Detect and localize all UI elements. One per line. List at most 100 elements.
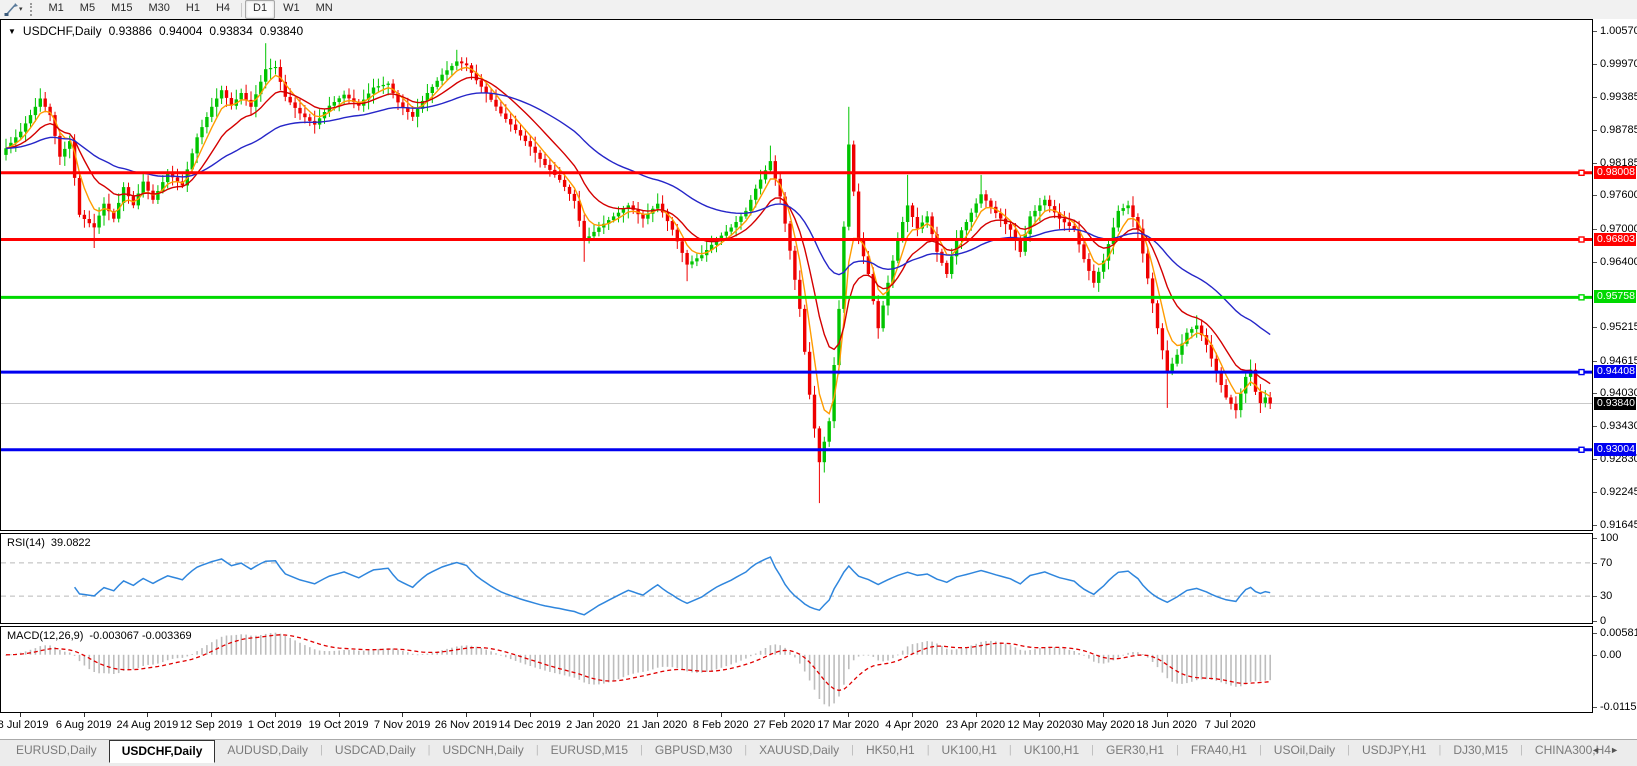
date-axis-label: 26 Nov 2019 xyxy=(434,719,498,731)
axis-tick xyxy=(1593,64,1597,66)
date-tick xyxy=(911,713,913,717)
chart-tab-fra40-h1[interactable]: FRA40,H1 xyxy=(1190,743,1247,757)
chart-tab-eurusd-daily[interactable]: EURUSD,Daily xyxy=(16,743,97,757)
timeframe-button-d1[interactable]: D1 xyxy=(245,0,276,19)
axis-tick xyxy=(1593,129,1597,131)
crosshair-tool-button[interactable]: ▾ xyxy=(0,1,26,18)
date-axis-label: 2 Jan 2020 xyxy=(566,719,621,731)
rsi-axis-label: 70 xyxy=(1600,556,1613,569)
date-axis-label: 6 Aug 2019 xyxy=(55,719,112,731)
date-tick xyxy=(147,713,149,717)
timeframe-button-h1[interactable]: H1 xyxy=(185,2,200,14)
hline-price-badge: 0.96803 xyxy=(1594,232,1636,246)
date-tick xyxy=(529,713,531,717)
axis-tick xyxy=(1593,195,1597,197)
chart-tab-eurusd-m15[interactable]: EURUSD,M15 xyxy=(550,743,629,757)
axis-tick xyxy=(1593,261,1597,263)
timeframe-button-h4[interactable]: H4 xyxy=(215,2,231,14)
axis-tick xyxy=(1593,426,1597,428)
macd-axis-label: 0.00 xyxy=(1600,648,1622,661)
axis-tick xyxy=(1593,538,1597,539)
macd-current-values: -0.003067 -0.003369 xyxy=(89,630,192,642)
chart-tab-usdcad-daily[interactable]: USDCAD,Daily xyxy=(334,743,416,757)
rsi-axis-label: 100 xyxy=(1600,532,1619,544)
chart-tab-usoil-daily[interactable]: USOil,Daily xyxy=(1273,743,1336,757)
axis-tick xyxy=(1593,621,1597,622)
date-axis-label: 1 Oct 2019 xyxy=(247,719,302,731)
date-axis-label: 24 Aug 2019 xyxy=(116,719,179,731)
date-tick xyxy=(593,713,595,717)
chart-tab-hk50-h1[interactable]: HK50,H1 xyxy=(865,743,915,757)
date-tick xyxy=(274,713,276,717)
tab-scroll-left-icon[interactable]: ◄ xyxy=(1591,745,1611,755)
candlestick-chart xyxy=(1,43,1592,504)
timeframe-button-w1[interactable]: W1 xyxy=(283,2,300,14)
date-axis-label: 7 Jul 2020 xyxy=(1204,719,1256,731)
toolbar-separator xyxy=(241,2,243,17)
chart-tab-uk100-h1[interactable]: UK100,H1 xyxy=(941,743,997,757)
timeframe-buttons: M1 M5 M15 M30 H1 H4 D1 W1 MN xyxy=(41,0,341,19)
tab-separator: | xyxy=(320,744,323,756)
main-chart-panel[interactable]: ▼ USDCHF,Daily 0.93886 0.94004 0.93834 0… xyxy=(0,19,1593,531)
date-tick xyxy=(1230,713,1232,717)
axis-tick xyxy=(1593,654,1597,656)
date-axis-label: 4 Apr 2020 xyxy=(885,719,939,731)
price-axis-label: 0.97000 xyxy=(1600,222,1637,235)
tab-separator: | xyxy=(744,744,748,756)
price-axis-label: 0.97600 xyxy=(1600,189,1637,202)
chart-tab-usdchf-daily[interactable]: USDCHF,Daily xyxy=(108,740,216,763)
price-axis-label: 0.91645 xyxy=(1600,519,1637,531)
date-tick xyxy=(975,713,977,717)
axis-tick xyxy=(1593,163,1597,164)
timeframe-button-m1[interactable]: M1 xyxy=(48,2,64,14)
macd-label: MACD(12,26,9) -0.003067 -0.003369 xyxy=(7,630,192,642)
tab-separator: | xyxy=(1008,744,1012,756)
tab-scroll-arrows[interactable]: ◄► xyxy=(1591,745,1629,755)
axis-tick xyxy=(1593,360,1597,362)
date-axis-label: 18 Jun 2020 xyxy=(1136,719,1197,731)
chart-tab-usdjpy-h1[interactable]: USDJPY,H1 xyxy=(1362,743,1427,757)
chart-tab-xauusd-daily[interactable]: XAUUSD,Daily xyxy=(759,743,840,757)
date-axis-label: 23 Apr 2020 xyxy=(945,719,1006,731)
timeframe-button-m5[interactable]: M5 xyxy=(79,2,96,14)
date-tick xyxy=(20,713,21,717)
current-price-badge: 0.93840 xyxy=(1594,396,1636,410)
chart-symbol-label: USDCHF,Daily xyxy=(22,24,102,38)
tab-separator: | xyxy=(1176,744,1179,756)
date-axis-label: 12 Sep 2019 xyxy=(179,719,243,731)
chart-tab-ger30-h1[interactable]: GER30,H1 xyxy=(1106,743,1165,757)
date-axis-label: 30 May 2020 xyxy=(1071,719,1135,731)
axis-tick xyxy=(1593,562,1597,564)
timeframe-button-mn[interactable]: MN xyxy=(315,2,333,14)
chart-tab-uk100-h1[interactable]: UK100,H1 xyxy=(1023,743,1080,757)
toolbar-grip-handle[interactable] xyxy=(29,3,36,16)
tab-separator: | xyxy=(640,744,643,756)
ohlc-open: 0.93886 xyxy=(108,24,152,38)
macd-axis-label: 0.005818 xyxy=(1600,627,1637,639)
chart-menu-triangle-icon[interactable]: ▼ xyxy=(8,26,16,36)
macd-name: MACD(12,26,9) xyxy=(7,630,84,642)
rsi-indicator-panel[interactable]: RSI(14) 39.0822 xyxy=(0,533,1593,624)
macd-indicator-panel[interactable]: MACD(12,26,9) -0.003067 -0.003369 xyxy=(0,626,1593,713)
chart-tab-audusd-daily[interactable]: AUDUSD,Daily xyxy=(227,743,309,757)
chart-tab-gbpusd-m30[interactable]: GBPUSD,M30 xyxy=(654,743,733,757)
timeframe-button-m15[interactable]: M15 xyxy=(111,2,133,14)
tab-scroll-right-icon[interactable]: ► xyxy=(1610,745,1629,755)
hline-price-badge: 0.98008 xyxy=(1594,165,1636,179)
chart-tab-dj30-m15[interactable]: DJ30,M15 xyxy=(1453,743,1509,757)
date-axis-label: 12 May 2020 xyxy=(1007,719,1071,731)
date-tick xyxy=(211,713,213,717)
axis-tick xyxy=(1593,327,1597,329)
timeframe-button-m30[interactable]: M30 xyxy=(148,2,170,14)
tab-separator: | xyxy=(926,744,930,756)
tab-separator: | xyxy=(1438,744,1442,756)
date-tick xyxy=(465,713,467,717)
axis-tick xyxy=(1593,491,1597,493)
chart-tab-usdcnh-daily[interactable]: USDCNH,Daily xyxy=(442,743,524,757)
cursor-tool-icon xyxy=(4,2,18,16)
price-axis-label: 0.94615 xyxy=(1600,354,1637,367)
chart-tab-china300-h4[interactable]: CHINA300,H4 xyxy=(1534,743,1611,757)
price-axis[interactable]: 1.00570 0.99970 0.99385 0.98785 0.98185 0.976… xyxy=(1593,19,1637,713)
